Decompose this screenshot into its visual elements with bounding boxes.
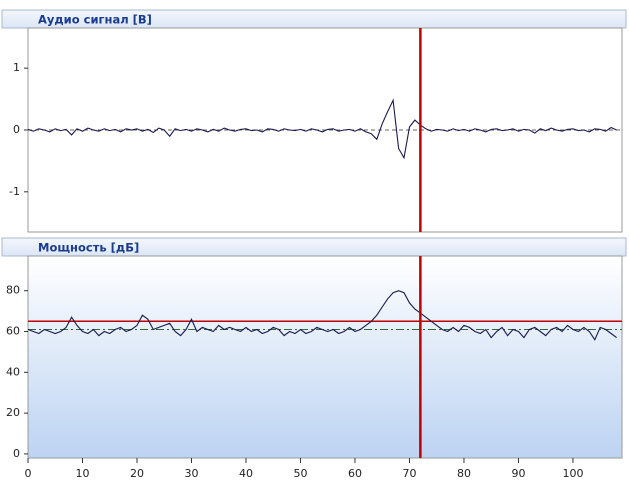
y-tick-label: -1: [9, 185, 20, 198]
y-tick-label: 80: [6, 284, 20, 297]
x-tick-label: 50: [293, 467, 307, 480]
y-tick-label: 0: [13, 447, 20, 460]
y-tick-label: 60: [6, 324, 20, 337]
x-tick-label: 70: [402, 467, 416, 480]
x-tick-label: 80: [457, 467, 471, 480]
plot-area: [27, 255, 623, 459]
x-tick-label: 20: [130, 467, 144, 480]
y-tick-label: 20: [6, 406, 20, 419]
signal-line: [27, 290, 617, 341]
x-tick-label: 10: [75, 467, 89, 480]
x-tick-label: 30: [184, 467, 198, 480]
x-tick-label: 60: [348, 467, 362, 480]
x-tick-label: 0: [25, 467, 32, 480]
x-tick-label: 100: [562, 467, 583, 480]
x-tick-label: 40: [239, 467, 253, 480]
y-tick-label: 40: [6, 365, 20, 378]
y-tick-label: 0: [13, 123, 20, 136]
panel-title: Аудио сигнал [В]: [38, 13, 152, 27]
y-tick-label: 1: [13, 61, 20, 74]
x-tick-label: 90: [511, 467, 525, 480]
panel-title: Мощность [дБ]: [38, 241, 139, 255]
signal-line: [27, 98, 617, 160]
